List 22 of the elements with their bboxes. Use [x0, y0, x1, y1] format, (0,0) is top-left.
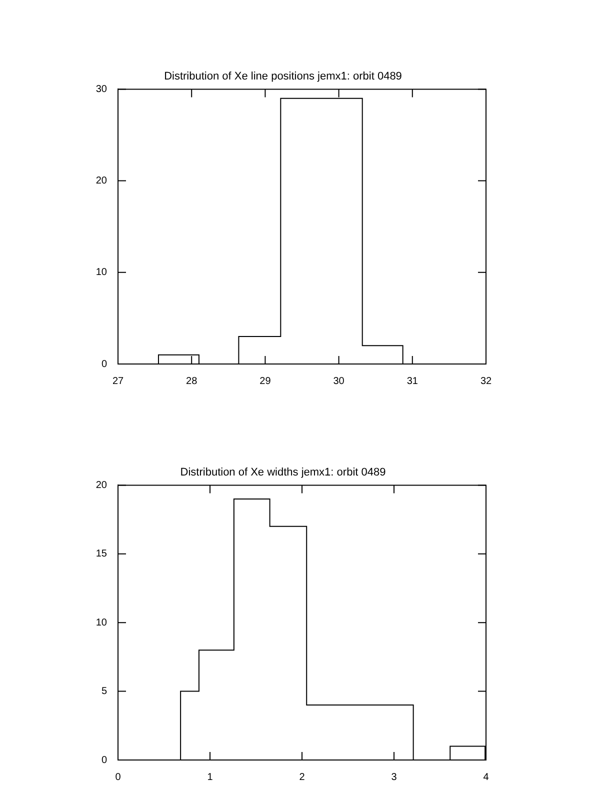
- y-tick-label: 10: [96, 267, 108, 278]
- x-tick-label: 4: [483, 772, 490, 783]
- y-tick-label: 10: [96, 617, 108, 628]
- chart-title: Distribution of Xe widths jemx1: orbit 0489: [180, 466, 386, 479]
- x-tick-label: 31: [406, 376, 418, 387]
- x-tick-label: 1: [207, 772, 214, 783]
- x-tick-label: 30: [333, 376, 345, 387]
- y-tick-label: 30: [96, 84, 108, 95]
- x-tick-label: 3: [391, 772, 398, 783]
- x-tick-label: 27: [112, 376, 124, 387]
- x-tick-label: 29: [260, 376, 272, 387]
- y-tick-label: 15: [96, 548, 108, 560]
- y-tick-label: 20: [96, 176, 108, 187]
- y-tick-label: 0: [101, 754, 108, 766]
- x-tick-label: 0: [115, 772, 122, 783]
- y-tick-label: 5: [101, 686, 108, 698]
- x-tick-label: 2: [299, 772, 306, 783]
- y-tick-label: 20: [96, 480, 108, 491]
- y-tick-label: 0: [101, 358, 108, 370]
- x-tick-label: 28: [186, 376, 198, 387]
- chart-title: Distribution of Xe line positions jemx1: orbit 0489: [164, 70, 402, 83]
- x-tick-label: 32: [480, 376, 492, 387]
